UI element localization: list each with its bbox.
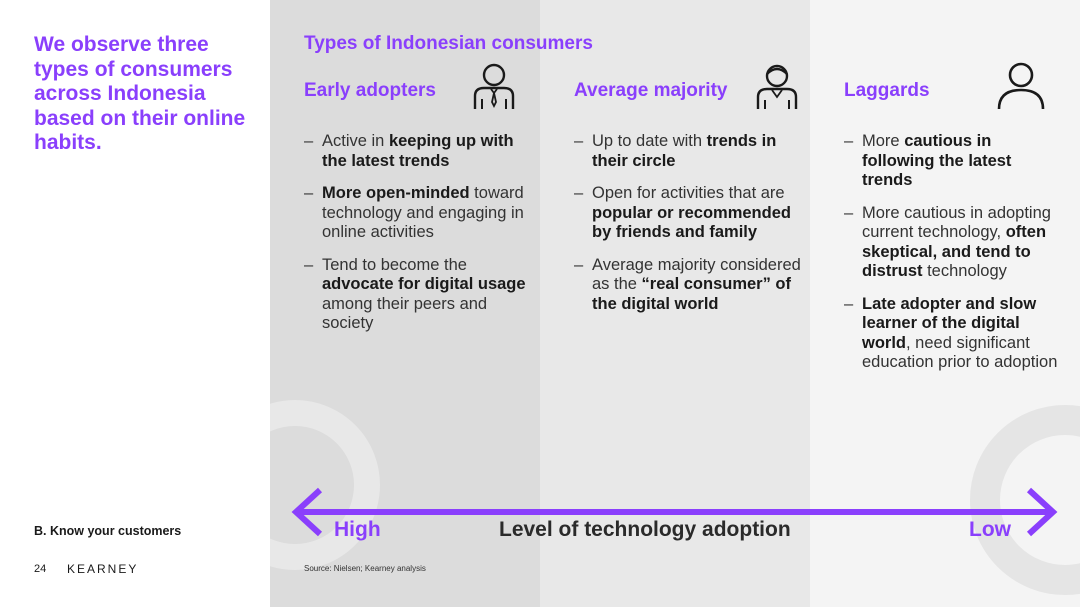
bullet-item: – Late adopter and slow learner of the di… xyxy=(844,295,1059,373)
bullet-text-bold: often skeptical, and tend to distrust xyxy=(862,223,1047,280)
column-title-laggards: Laggards xyxy=(844,80,930,101)
decorative-circle xyxy=(970,405,1080,595)
bullet-item: – Active in keeping up with the latest tr… xyxy=(304,132,534,171)
axis-low-label: Low xyxy=(969,518,1011,541)
decorative-circle xyxy=(270,400,380,570)
bullet-dash: – xyxy=(304,184,314,202)
bullet-dash: – xyxy=(574,184,584,202)
bullet-dash: – xyxy=(574,255,584,274)
slide-headline: We observe three types of consumers acro… xyxy=(34,33,246,154)
bullet-list-average-majority: – Up to date with trends in their circle –… xyxy=(574,132,804,327)
bullet-item: – More cautious in following the latest t… xyxy=(844,132,1059,191)
bullet-list-laggards: – More cautious in following the latest t… xyxy=(844,132,1059,386)
bullet-text: among their peers and society xyxy=(322,294,488,333)
section-label: B. Know your customers xyxy=(34,524,182,538)
businessman-icon xyxy=(473,63,515,109)
left-panel: We observe three types of consumers acro… xyxy=(0,0,270,607)
bullet-text: , need significant education prior to ad… xyxy=(862,333,1058,372)
bullet-text: toward technology and engaging in online… xyxy=(322,184,524,241)
bullet-item: – More open-minded toward technology and … xyxy=(304,184,534,243)
column-title-average-majority: Average majority xyxy=(574,80,728,101)
bullet-item: – Up to date with trends in their circle xyxy=(574,132,804,171)
section-title: Types of Indonesian consumers xyxy=(304,33,593,54)
bullet-dash: – xyxy=(304,132,314,150)
person-icon xyxy=(997,62,1045,110)
bullet-text-bold: cautious in following the latest trends xyxy=(862,132,1012,189)
axis-title: Level of technology adoption xyxy=(499,518,791,541)
bullet-text: Open for activities that are xyxy=(592,184,785,202)
bullet-text: Up to date with xyxy=(592,132,707,150)
brand-logo: KEARNEY xyxy=(67,562,139,576)
bullet-text-bold: keeping up with the latest trends xyxy=(322,132,514,170)
bullet-text: More cautious in adopting current techno… xyxy=(862,203,1051,242)
bullet-item: – Open for activities that are popular or… xyxy=(574,184,804,243)
bullet-text: Tend to become the xyxy=(322,255,467,274)
bullet-text-bold: advocate for digital usage xyxy=(322,275,526,293)
bullet-dash: – xyxy=(574,132,584,150)
page-number: 24 xyxy=(34,563,47,575)
bullet-list-early-adopters: – Active in keeping up with the latest tr… xyxy=(304,132,534,347)
axis-high-label: High xyxy=(334,518,381,541)
column-title-early-adopters: Early adopters xyxy=(304,80,436,101)
bullet-item: – Average majority considered as the “rea… xyxy=(574,256,804,315)
bullet-dash: – xyxy=(844,294,854,313)
bullet-text-bold: More open-minded xyxy=(322,184,470,202)
source-note: Source: Nielsen; Kearney analysis xyxy=(304,564,426,573)
bullet-text-bold: trends in their circle xyxy=(592,132,777,170)
woman-icon xyxy=(756,64,798,109)
bullet-text-bold: popular or recommended by friends and fa… xyxy=(592,203,791,242)
bullet-dash: – xyxy=(304,255,314,274)
bullet-item: – Tend to become the advocate for digital… xyxy=(304,256,534,334)
bullet-text-bold: Late adopter and slow learner of the dig… xyxy=(862,294,1037,352)
bullet-dash: – xyxy=(844,132,854,150)
bullet-text: Active in xyxy=(322,132,389,150)
bullet-dash: – xyxy=(844,203,854,222)
bullet-item: – More cautious in adopting current techn… xyxy=(844,204,1059,282)
bullet-text: Average majority considered as the xyxy=(592,255,801,294)
bullet-text: technology xyxy=(922,262,1007,280)
bullet-text-bold: “real consumer” of the digital world xyxy=(592,275,792,313)
bullet-text: More xyxy=(862,132,905,150)
